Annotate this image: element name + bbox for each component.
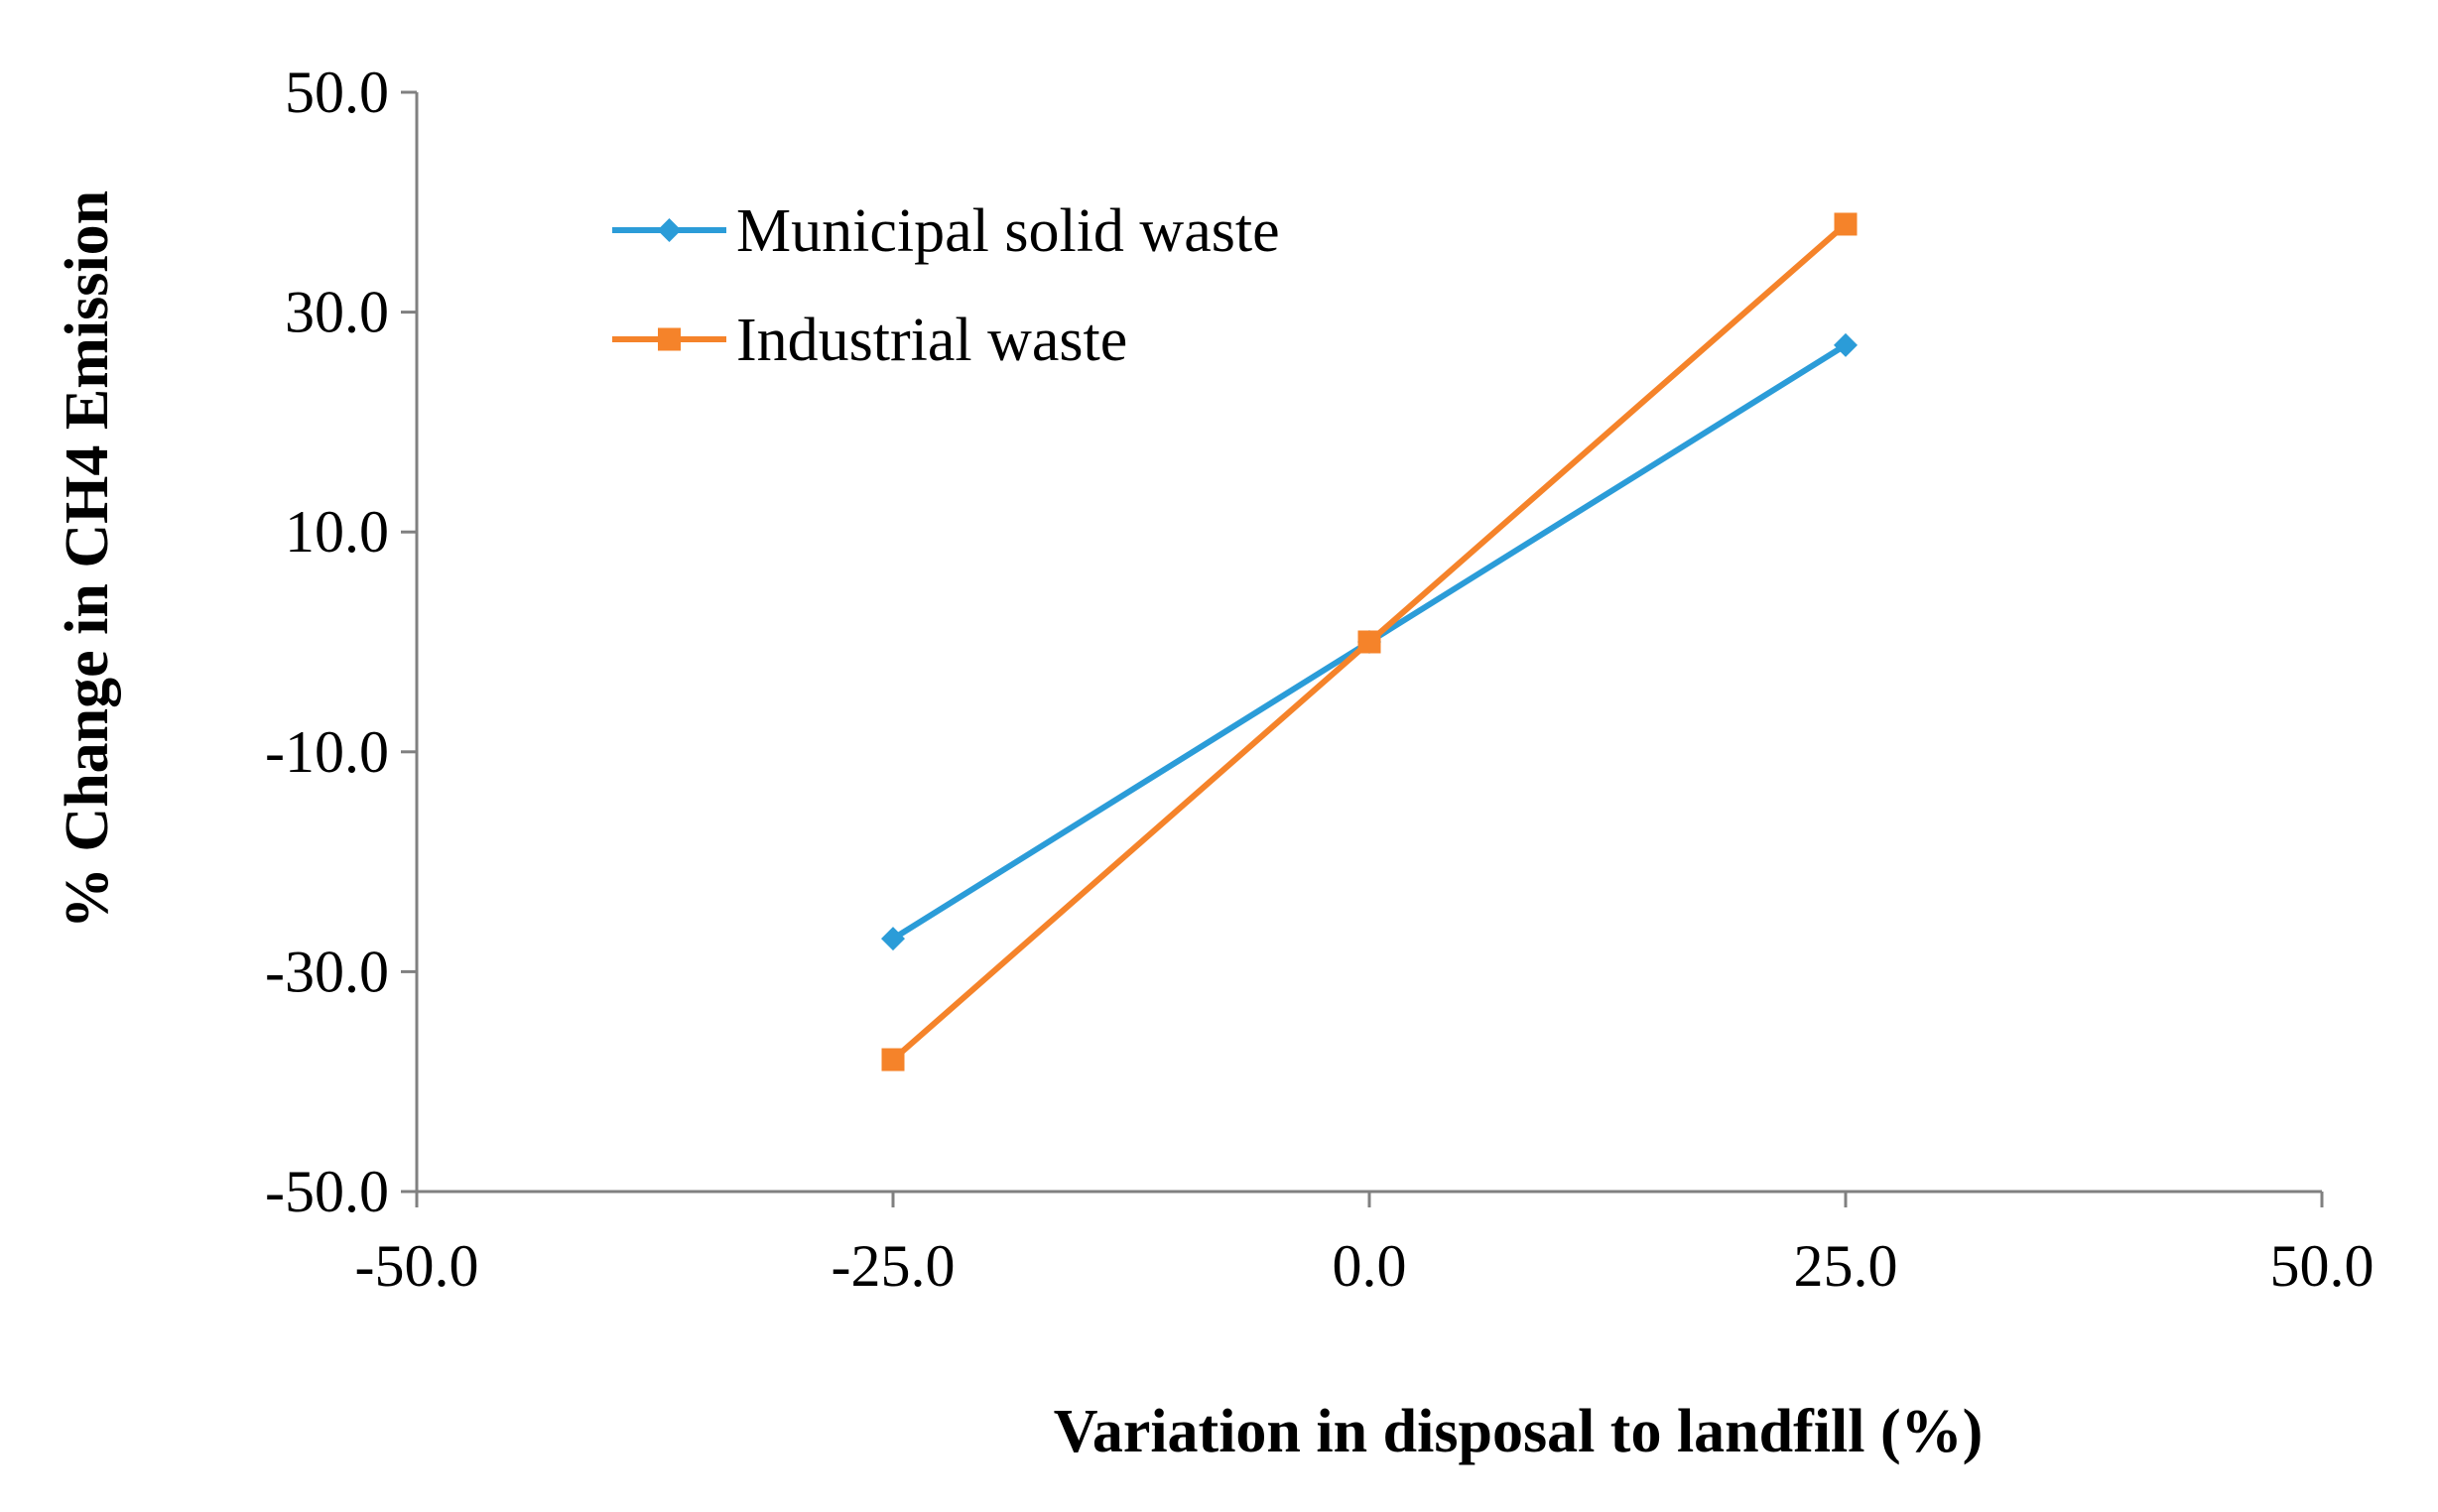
- x-tick-label: 25.0: [1794, 1233, 1898, 1299]
- data-point-industrial-waste: [881, 1048, 905, 1071]
- legend-marker-industrial-waste: [658, 327, 681, 351]
- y-tick-label: -10.0: [265, 719, 389, 785]
- y-tick-label: -30.0: [265, 939, 389, 1004]
- x-tick-label: -50.0: [355, 1233, 479, 1299]
- legend-marker-municipal-solid-waste: [657, 218, 682, 242]
- y-tick-label: 30.0: [285, 280, 389, 345]
- legend: Municipal solid waste Industrial waste: [612, 197, 1280, 374]
- series-markers: [881, 212, 1858, 1071]
- data-point-municipal-solid-waste: [1834, 332, 1858, 357]
- x-tick-label: 0.0: [1333, 1233, 1407, 1299]
- x-tick-label: 50.0: [2270, 1233, 2374, 1299]
- y-axis-title: % Change in CH4 Emission: [54, 190, 121, 929]
- legend-label-municipal-solid-waste: Municipal solid waste: [736, 197, 1280, 265]
- y-tick-label: 10.0: [285, 499, 389, 565]
- data-point-municipal-solid-waste: [881, 927, 905, 951]
- x-tick-label: -25.0: [832, 1233, 956, 1299]
- legend-label-industrial-waste: Industrial waste: [736, 307, 1127, 374]
- y-tick-label: 50.0: [285, 60, 389, 125]
- x-axis-title: Variation in disposal to landfill (%): [1054, 1398, 1984, 1465]
- data-point-industrial-waste: [1834, 212, 1858, 236]
- y-tick-label: -50.0: [265, 1159, 389, 1224]
- data-point-industrial-waste: [1357, 630, 1381, 654]
- ticks: -50.0 -30.0 -10.0 10.0 30.0 50.0 -50.0 -25.0 0.0…: [265, 60, 2374, 1299]
